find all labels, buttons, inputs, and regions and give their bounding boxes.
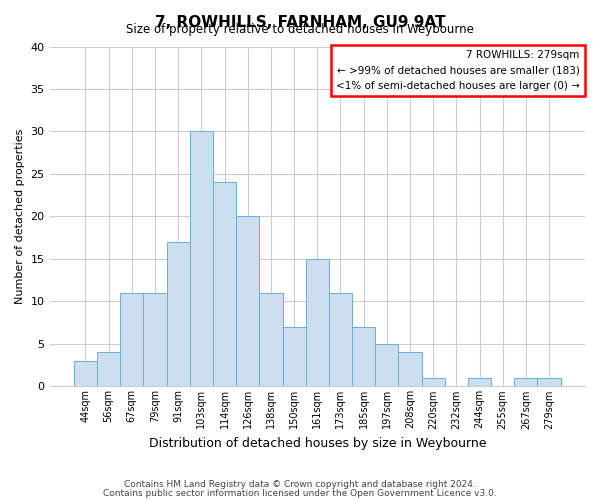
Bar: [538, 378, 560, 386]
Bar: [305, 259, 329, 386]
Bar: [329, 293, 352, 386]
Bar: [422, 378, 445, 386]
Bar: [375, 344, 398, 387]
Bar: [468, 378, 491, 386]
Text: 7 ROWHILLS: 279sqm
← >99% of detached houses are smaller (183)
<1% of semi-detac: 7 ROWHILLS: 279sqm ← >99% of detached ho…: [336, 50, 580, 91]
Text: Contains HM Land Registry data © Crown copyright and database right 2024.: Contains HM Land Registry data © Crown c…: [124, 480, 476, 489]
Bar: [398, 352, 422, 386]
X-axis label: Distribution of detached houses by size in Weybourne: Distribution of detached houses by size …: [149, 437, 486, 450]
Text: 7, ROWHILLS, FARNHAM, GU9 9AT: 7, ROWHILLS, FARNHAM, GU9 9AT: [155, 15, 445, 30]
Bar: [74, 361, 97, 386]
Bar: [283, 327, 305, 386]
Text: Size of property relative to detached houses in Weybourne: Size of property relative to detached ho…: [126, 22, 474, 36]
Bar: [97, 352, 120, 386]
Bar: [236, 216, 259, 386]
Bar: [167, 242, 190, 386]
Bar: [259, 293, 283, 386]
Bar: [143, 293, 167, 386]
Bar: [190, 132, 213, 386]
Bar: [514, 378, 538, 386]
Bar: [120, 293, 143, 386]
Text: Contains public sector information licensed under the Open Government Licence v3: Contains public sector information licen…: [103, 488, 497, 498]
Bar: [352, 327, 375, 386]
Y-axis label: Number of detached properties: Number of detached properties: [15, 129, 25, 304]
Bar: [213, 182, 236, 386]
